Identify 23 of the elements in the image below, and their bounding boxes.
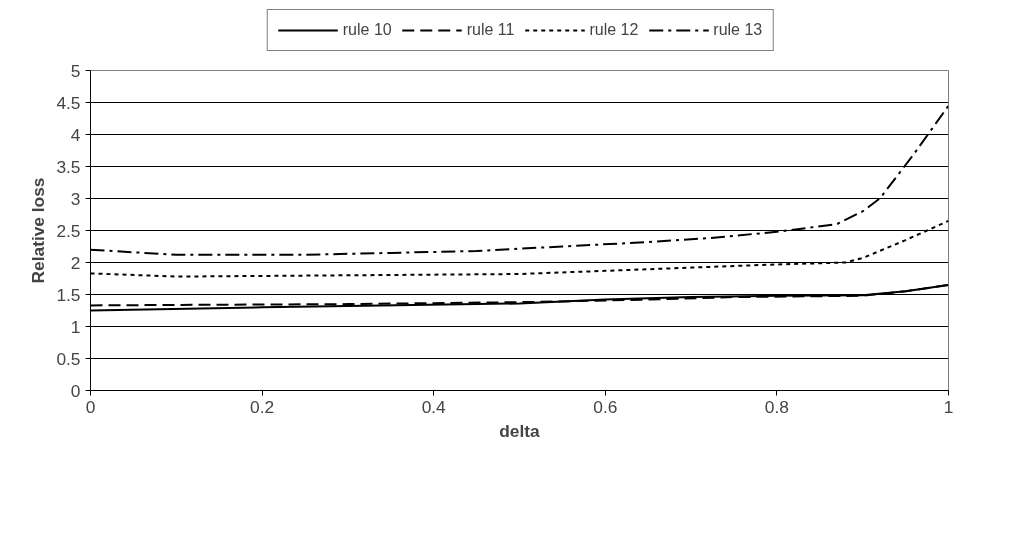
legend-label: rule 11 [466,21,515,39]
y-tick-label: 3.5 [56,156,81,177]
y-tick-label: 1.5 [56,284,81,305]
y-tick-label: 2.5 [56,220,81,241]
y-tick-label: 5 [70,60,81,81]
y-tick-label: 4.5 [56,92,81,113]
legend-label: rule 13 [713,21,763,39]
y-tick-label: 0 [70,380,81,401]
y-tick-label: 1 [70,316,81,337]
y-tick-label: 3 [70,188,81,209]
x-tick-label: 0.6 [593,396,618,417]
y-tick-label: 0.5 [56,348,81,369]
x-tick-label: 0.2 [250,396,275,417]
x-tick-label: 0.4 [421,396,447,417]
x-tick-label: 1 [943,396,954,417]
y-tick-label: 2 [70,252,81,273]
x-axis-title: delta [499,420,541,441]
x-tick-label: 0 [85,396,96,417]
y-axis-title: Relative loss [28,177,49,284]
y-tick-label: 4 [70,124,81,145]
legend-label: rule 10 [342,21,392,39]
legend-label: rule 12 [589,21,639,39]
x-tick-label: 0.8 [764,396,789,417]
